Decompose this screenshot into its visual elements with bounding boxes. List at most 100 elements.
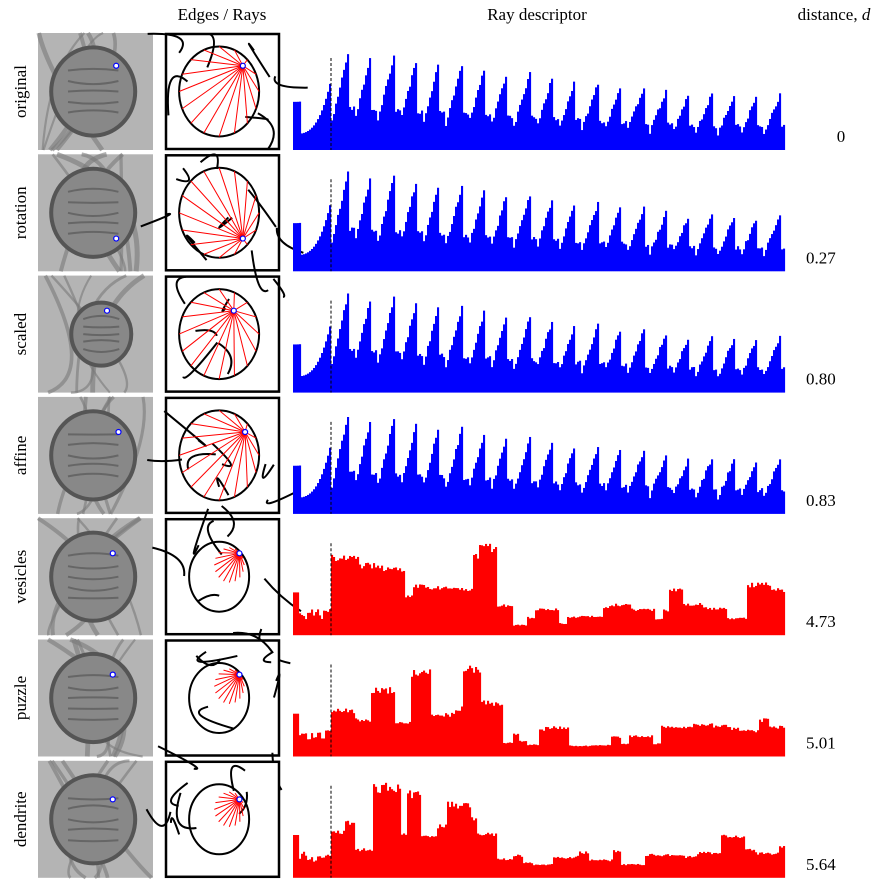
descriptor-bar (383, 785, 385, 878)
descriptor-bar (715, 726, 717, 757)
descriptor-bar (369, 302, 371, 393)
descriptor-bar (411, 443, 413, 514)
descriptor-bar (723, 364, 725, 393)
descriptor-bar (453, 588, 455, 635)
descriptor-bar (335, 225, 337, 271)
row-label: original (11, 65, 30, 118)
descriptor-bar (651, 854, 653, 878)
descriptor-bar (397, 477, 399, 514)
descriptor-bar (653, 609, 655, 635)
descriptor-bar (499, 459, 501, 514)
descriptor-bar (319, 479, 321, 514)
descriptor-bar (695, 497, 697, 514)
descriptor-bar (561, 729, 563, 757)
descriptor-bar (361, 568, 363, 635)
descriptor-bar (519, 855, 521, 878)
descriptor-bar (343, 190, 345, 271)
descriptor-bar (679, 855, 681, 878)
descriptor-bar (603, 608, 605, 635)
descriptor-bar (467, 669, 469, 757)
descriptor-bar (721, 247, 723, 272)
descriptor-bar (659, 108, 661, 150)
descriptor-bar (475, 98, 477, 150)
descriptor-bar (555, 728, 557, 757)
descriptor-bar (481, 545, 483, 635)
descriptor-bar (453, 714, 455, 757)
descriptor-bar (621, 865, 623, 878)
descriptor-bar (591, 860, 593, 878)
descriptor-bar (751, 227, 753, 271)
descriptor-bar (697, 127, 699, 150)
descriptor-bar (725, 357, 727, 392)
descriptor-bar (551, 322, 553, 393)
descriptor-bar (629, 122, 631, 150)
descriptor-bar (589, 470, 591, 514)
descriptor-bar (551, 443, 553, 514)
descriptor-bar (395, 723, 397, 756)
descriptor-bar (529, 745, 531, 757)
descriptor-bar (481, 198, 483, 272)
descriptor-bar (617, 606, 619, 636)
descriptor-bar (515, 364, 517, 393)
descriptor-bar (483, 71, 485, 150)
descriptor-bar (753, 587, 755, 635)
descriptor-bar (473, 555, 475, 635)
descriptor-bar (377, 120, 379, 150)
descriptor-bar (521, 220, 523, 271)
descriptor-bar (501, 453, 503, 514)
descriptor-bar (605, 247, 607, 271)
descriptor-bar (661, 619, 663, 635)
descriptor-bar (457, 202, 459, 271)
micrograph (38, 276, 153, 393)
descriptor-bar (699, 726, 701, 757)
descriptor-bar (359, 851, 361, 878)
descriptor-bar (333, 831, 335, 877)
descriptor-bar (511, 606, 513, 635)
descriptor-bar (409, 597, 411, 635)
descriptor-bar (613, 606, 615, 635)
descriptor-bar (689, 856, 691, 878)
descriptor-bar (665, 610, 667, 635)
descriptor-bar (545, 218, 547, 272)
descriptor-bar (475, 818, 477, 877)
descriptor-bar (641, 94, 643, 150)
descriptor-bar (617, 335, 619, 392)
descriptor-bar (495, 834, 497, 878)
descriptor-bar (545, 99, 547, 150)
descriptor-bar (453, 96, 455, 150)
descriptor-bar (775, 591, 777, 636)
descriptor-bar (309, 613, 311, 635)
descriptor-bar (519, 472, 521, 514)
descriptor-bar (459, 590, 461, 636)
descriptor-bar (457, 322, 459, 393)
descriptor-bar (443, 827, 445, 877)
descriptor-bar (629, 605, 631, 636)
descriptor-bar (473, 820, 475, 877)
descriptor-bar (341, 712, 343, 756)
descriptor-bar (617, 93, 619, 150)
descriptor-bar (351, 472, 353, 514)
descriptor-bar (319, 358, 321, 393)
descriptor-bar (735, 490, 737, 514)
descriptor-bar (423, 585, 425, 635)
descriptor-bar (493, 836, 495, 878)
descriptor-bar (667, 248, 669, 272)
descriptor-bar (629, 368, 631, 393)
descriptor-bar (691, 489, 693, 514)
descriptor-bar (543, 865, 545, 878)
descriptor-bar (683, 856, 685, 878)
descriptor-bar (583, 365, 585, 392)
descriptor-bar (317, 362, 319, 393)
descriptor-bar (409, 207, 411, 271)
descriptor-bar (541, 110, 543, 150)
descriptor-bar (637, 464, 639, 513)
descriptor-bar (405, 723, 407, 756)
descriptor-bar (595, 211, 597, 271)
descriptor-bar (425, 357, 427, 393)
descriptor-bar (541, 865, 543, 878)
descriptor-bar (663, 98, 665, 150)
descriptor-bar (713, 608, 715, 635)
descriptor-bar (519, 226, 521, 271)
descriptor-bar (327, 92, 329, 150)
descriptor-bar (547, 609, 549, 635)
